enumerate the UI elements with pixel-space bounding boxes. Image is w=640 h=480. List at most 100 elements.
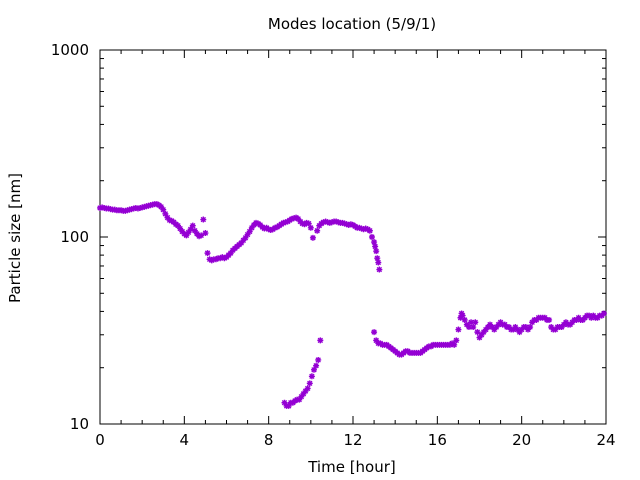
data-point [476,334,483,341]
data-point [315,356,322,363]
data-point [314,227,321,234]
data-point [307,224,314,231]
data-point [512,324,519,331]
data-point [271,224,278,231]
data-point [281,399,288,406]
data-point [202,230,209,237]
data-point [298,393,305,400]
data-point [567,321,574,328]
data-point [313,362,320,369]
data-point [558,324,565,331]
y-tick-label: 1000 [51,41,89,59]
data-point [162,210,169,217]
data-point [371,329,378,336]
data-point [484,324,491,331]
data-point [219,254,226,261]
data-point [246,228,253,235]
plot-frame [99,49,607,425]
data-point [296,396,303,403]
data-point [183,232,190,239]
data-point [238,239,245,246]
data-point [187,226,194,233]
x-tick-label: 4 [180,431,190,449]
data-point [546,316,553,323]
data-point [495,321,502,328]
data-point [491,326,498,333]
data-point [451,341,458,348]
data-point [217,255,224,262]
data-point [306,380,313,387]
data-point [242,234,249,241]
data-point [267,227,274,234]
x-tick-label: 8 [264,431,274,449]
data-point [185,229,192,236]
data-point [600,310,607,317]
data-point [371,239,378,246]
data-point [522,324,529,331]
x-axis-label: Time [hour] [307,458,396,476]
data-point [366,227,373,234]
x-tick-label: 12 [343,431,362,449]
data-point [480,329,487,336]
data-point [153,201,160,208]
data-point [362,225,369,232]
data-point [527,324,534,331]
data-point [360,226,367,233]
data-point [206,256,213,263]
data-point [470,324,477,331]
data-point [374,255,381,262]
data-point [463,321,470,328]
data-point [221,255,228,262]
data-point [562,319,569,326]
data-point [308,373,315,380]
data-point [501,321,508,328]
data-point [309,234,316,241]
data-point [518,326,525,333]
x-tick-label: 0 [95,431,105,449]
data-point [300,390,307,397]
data-point [455,326,462,333]
data-point [295,215,302,222]
data-point [474,329,481,336]
data-point [177,225,184,232]
data-point [368,234,375,240]
data-point [482,326,489,333]
data-point [372,243,379,250]
data-point [489,324,496,331]
data-point [510,326,517,333]
data-point [191,227,198,234]
data-point [472,319,479,326]
data-point [189,222,196,229]
chart-title: Modes location (5/9/1) [268,15,436,33]
y-tick-label: 10 [70,415,89,433]
data-point [516,329,523,336]
data-point [552,326,559,333]
data-point [304,385,311,392]
data-point [514,326,521,333]
data-point [356,224,363,231]
data-point [285,402,292,409]
data-point [453,337,460,344]
data-point [376,266,383,273]
data-point [373,248,380,255]
data-point [164,214,171,221]
data-point [248,224,255,231]
data-point [198,232,205,239]
y-axis-label: Particle size [nm] [6,173,24,303]
data-point [244,231,251,238]
data-point [465,324,472,331]
data-point [493,324,500,331]
data-point [193,230,200,237]
data-point [373,337,380,344]
data-point [524,326,531,333]
data-point [358,225,365,232]
data-point [196,233,203,240]
data-point [497,319,504,326]
data-point [458,310,465,317]
x-tick-label: 20 [512,431,531,449]
data-point [468,319,475,326]
data-point [227,250,234,257]
data-point [302,388,309,395]
data-point [305,220,312,227]
